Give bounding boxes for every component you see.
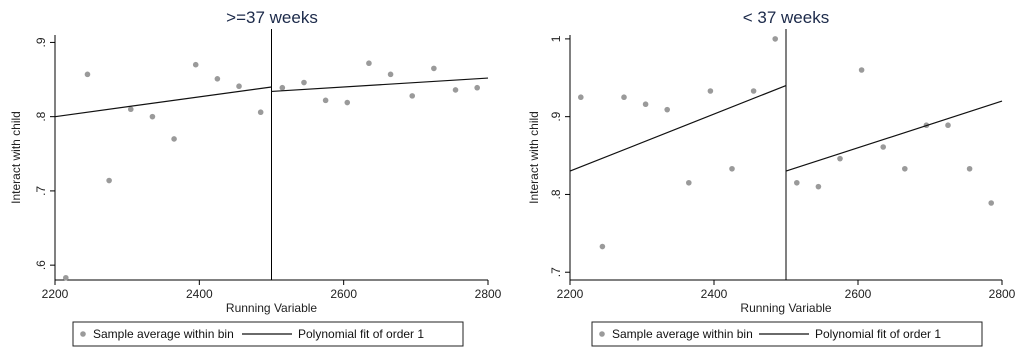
data-point [599, 243, 606, 250]
y-tick-label: .6 [34, 260, 48, 270]
x-tick-label: 2400 [186, 287, 213, 301]
data-point [236, 83, 242, 90]
x-tick-label: 2200 [42, 287, 69, 301]
y-tick-label: .8 [549, 189, 563, 199]
chart-title: < 37 weeks [743, 8, 829, 27]
data-point [664, 106, 670, 113]
data-point [945, 122, 951, 129]
x-tick-label: 2400 [701, 287, 728, 301]
data-point [772, 36, 778, 42]
data-point [707, 88, 714, 94]
x-tick-label: 2200 [557, 287, 584, 301]
data-point [279, 84, 286, 91]
legend-marker-points [80, 331, 86, 337]
data-point [750, 88, 757, 94]
data-point [642, 101, 649, 108]
legend-label-fit: Polynomial fit of order 1 [815, 327, 941, 341]
fit-line [785, 100, 1003, 172]
x-axis-label: Running Variable [740, 301, 831, 315]
chart-panel-2: < 37 weeks 2200 2400 2600 2800 .7 .8 .9 1 Running… [527, 8, 1016, 347]
y-axis-label: Interact with child [527, 111, 541, 204]
x-tick-label: 2800 [475, 287, 502, 301]
fit-line [54, 86, 272, 118]
data-point [837, 155, 843, 162]
data-point [409, 93, 416, 99]
data-point [729, 165, 735, 172]
data-point [686, 179, 692, 186]
data-point [902, 165, 908, 172]
chart-title: >=37 weeks [226, 8, 318, 27]
data-point [474, 84, 480, 91]
data-point [366, 60, 372, 67]
legend-label-points: Sample average within bin [612, 327, 753, 341]
chart-panel-1: >=37 weeks 2200 2400 2600 2800 .6 .7 .8 .9 Runnin… [9, 8, 502, 347]
data-point [257, 109, 264, 116]
data-point [322, 97, 329, 104]
data-point [214, 76, 221, 82]
data-point [858, 67, 865, 73]
y-tick-label: .9 [549, 111, 563, 121]
y-tick-label: .9 [34, 37, 48, 47]
legend-marker-points [599, 331, 605, 337]
y-tick-label: .7 [549, 267, 563, 277]
data-point [815, 183, 822, 190]
data-point [344, 99, 351, 106]
y-tick-label: .8 [34, 111, 48, 121]
data-point [578, 94, 584, 101]
x-tick-label: 2800 [989, 287, 1016, 301]
data-point [988, 200, 994, 206]
data-point [966, 165, 973, 172]
data-point [63, 274, 69, 281]
legend-label-points: Sample average within bin [93, 327, 234, 341]
x-tick-label: 2600 [330, 287, 357, 301]
data-point [149, 113, 156, 120]
data-point [84, 71, 91, 78]
y-tick-label: .7 [34, 186, 48, 196]
y-axis-label: Interact with child [9, 111, 23, 204]
data-point [171, 136, 177, 142]
legend: Sample average within bin Polynomial fit … [72, 321, 464, 347]
x-tick-label: 2600 [845, 287, 872, 301]
data-point [192, 61, 199, 68]
data-point [106, 177, 112, 184]
data-point [301, 79, 307, 86]
x-axis-label: Running Variable [226, 301, 317, 315]
legend-label-fit: Polynomial fit of order 1 [298, 327, 424, 341]
y-tick-label: 1 [549, 35, 563, 42]
data-point [621, 94, 627, 101]
fit-line [569, 84, 787, 172]
data-point [127, 106, 134, 113]
legend: Sample average within bin Polynomial fit … [591, 321, 983, 347]
data-point [452, 87, 459, 93]
fit-line [271, 77, 489, 93]
data-point [387, 71, 394, 78]
data-point [431, 65, 437, 72]
data-point [794, 179, 800, 186]
data-point [880, 144, 886, 150]
